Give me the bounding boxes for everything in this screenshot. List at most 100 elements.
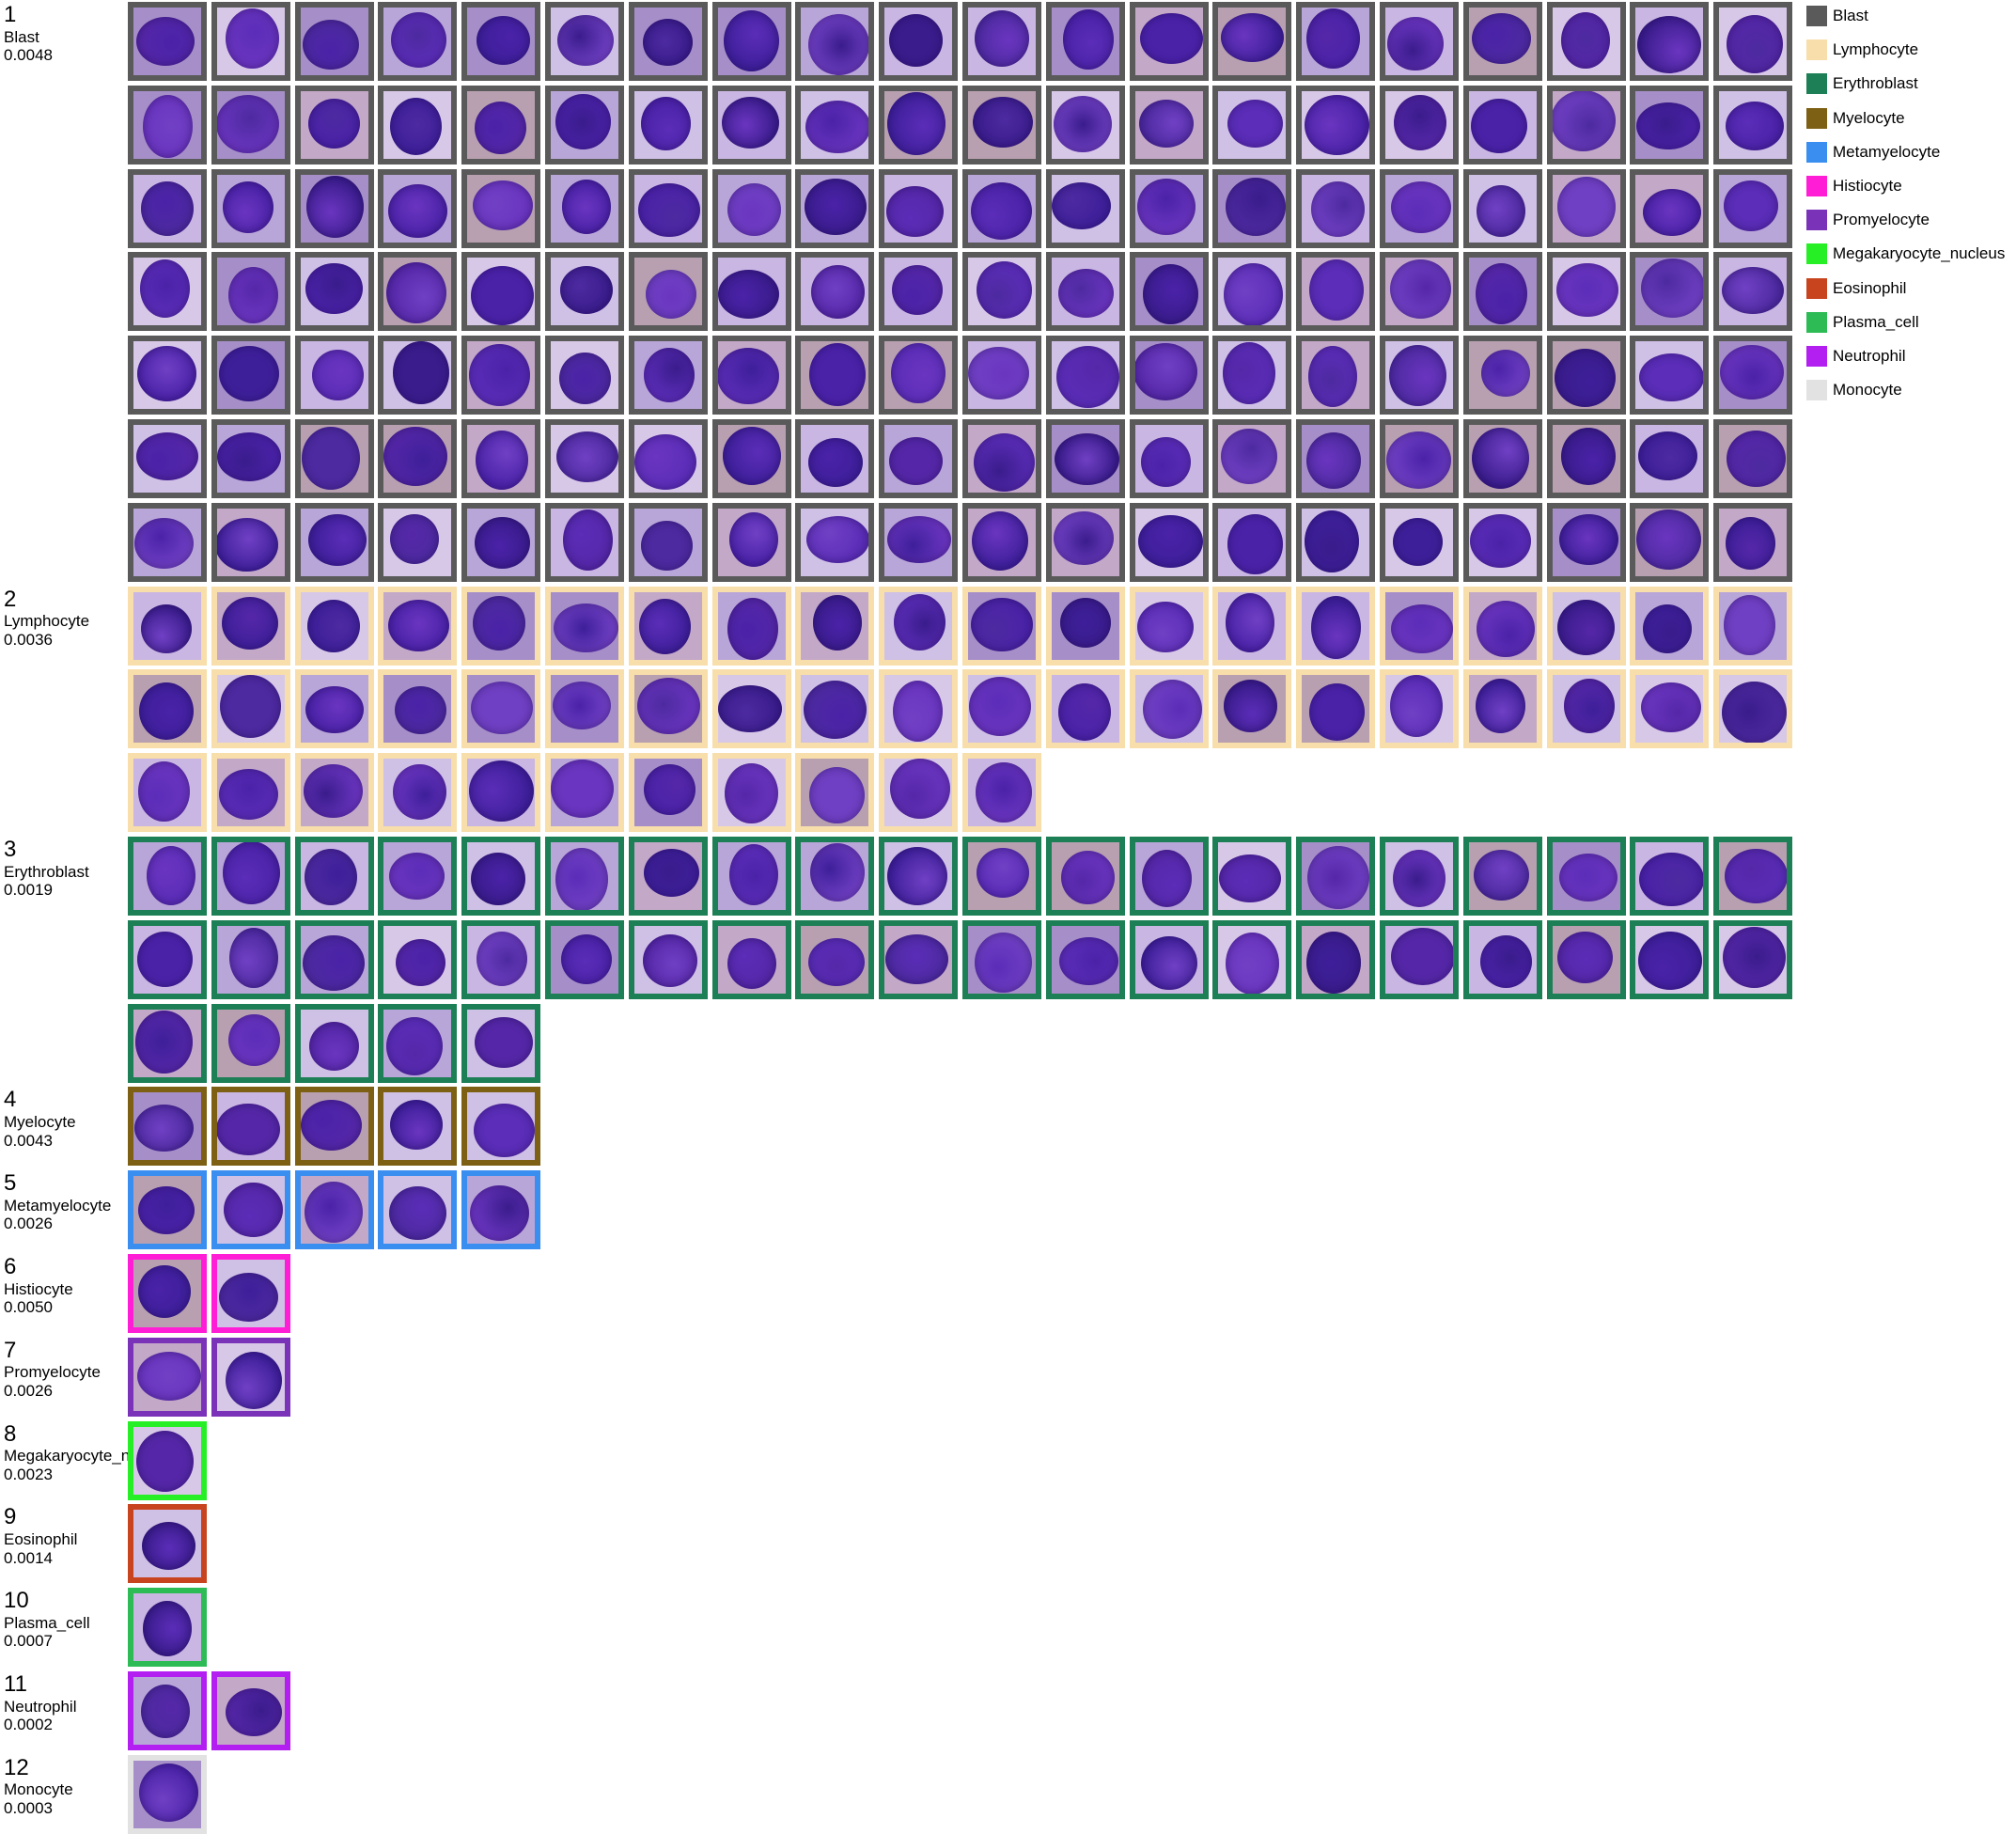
group-name: Monocyte	[4, 1780, 73, 1799]
cell-nucleus	[1134, 342, 1198, 400]
cell-nucleus	[1720, 344, 1785, 400]
cell-nucleus	[1725, 517, 1775, 571]
cell-thumbnail	[711, 252, 791, 332]
cell-thumbnail	[962, 336, 1041, 415]
cell-nucleus	[387, 600, 449, 652]
group-index: 5	[4, 1170, 17, 1197]
cell-image	[383, 341, 452, 410]
cell-image	[633, 508, 702, 576]
cell-image	[1468, 842, 1537, 910]
cell-nucleus	[972, 96, 1033, 148]
cell-nucleus	[134, 518, 195, 570]
cell-thumbnail	[545, 502, 624, 582]
cell-thumbnail	[211, 837, 290, 916]
cell-thumbnail	[128, 586, 207, 666]
cell-thumbnail	[378, 85, 458, 165]
cell-nucleus	[644, 348, 695, 403]
group-index: 4	[4, 1087, 17, 1113]
legend-label: Metamyelocyte	[1833, 142, 1941, 161]
cell-thumbnail	[211, 1170, 290, 1250]
cell-thumbnail	[128, 252, 207, 332]
cell-image	[133, 1009, 201, 1077]
cell-image	[1302, 174, 1370, 243]
cell-nucleus	[642, 19, 693, 67]
cell-image	[801, 425, 869, 493]
cell-image	[1051, 425, 1119, 493]
cell-image	[133, 1092, 201, 1161]
cell-image	[1051, 341, 1119, 410]
cell-thumbnail	[962, 669, 1041, 749]
group-name: Neutrophil	[4, 1697, 77, 1716]
cell-image	[1635, 925, 1704, 994]
cell-image	[1719, 675, 1788, 744]
cell-thumbnail	[879, 502, 959, 582]
cell-thumbnail	[1630, 336, 1710, 415]
cell-image	[216, 1342, 285, 1411]
cell-thumbnail	[378, 252, 458, 332]
cell-thumbnail	[294, 85, 374, 165]
cell-nucleus	[477, 931, 528, 986]
cell-image	[467, 341, 536, 410]
cell-thumbnail	[879, 252, 959, 332]
cell-image	[1385, 174, 1453, 243]
cell-thumbnail	[1462, 85, 1542, 165]
cell-thumbnail	[1129, 252, 1209, 332]
cell-thumbnail	[1045, 502, 1125, 582]
cell-thumbnail	[461, 669, 541, 749]
cell-nucleus	[1479, 935, 1532, 989]
cell-thumbnail	[1630, 252, 1710, 332]
cell-image	[1719, 90, 1788, 159]
cell-nucleus	[717, 348, 779, 405]
group-score: 0.0036	[4, 630, 53, 649]
cell-image	[467, 675, 536, 744]
cell-image	[551, 675, 618, 744]
legend-label: Monocyte	[1833, 381, 1902, 400]
cell-thumbnail	[294, 419, 374, 498]
cell-image	[467, 1176, 536, 1245]
cell-nucleus	[885, 186, 944, 238]
cell-image	[133, 508, 201, 576]
cell-image	[1134, 174, 1203, 243]
cell-nucleus	[311, 349, 364, 400]
cell-image	[801, 759, 869, 827]
cell-thumbnail	[294, 1003, 374, 1083]
cell-image	[1552, 341, 1620, 410]
cell-image	[1134, 341, 1203, 410]
cell-image	[1385, 258, 1453, 326]
cell-thumbnail	[962, 837, 1041, 916]
cell-nucleus	[555, 93, 612, 149]
cell-thumbnail	[879, 669, 959, 749]
cell-thumbnail	[962, 753, 1041, 833]
cell-thumbnail	[711, 586, 791, 666]
group-score: 0.0048	[4, 46, 53, 65]
cell-thumbnail	[711, 919, 791, 999]
cell-nucleus	[561, 934, 613, 985]
cell-image	[551, 8, 618, 75]
cell-image	[300, 591, 368, 660]
cell-thumbnail	[1129, 168, 1209, 248]
cell-thumbnail	[294, 502, 374, 582]
group-label: 6 Histiocyte 0.0050	[4, 1254, 73, 1317]
cell-thumbnail	[1546, 336, 1626, 415]
cell-image	[300, 508, 368, 576]
cell-nucleus	[890, 759, 951, 820]
cell-nucleus	[223, 842, 281, 904]
cell-thumbnail	[795, 252, 875, 332]
cell-thumbnail	[128, 1671, 207, 1750]
cell-nucleus	[727, 937, 777, 989]
cell-nucleus	[389, 98, 442, 156]
legend-item: Metamyelocyte	[1806, 138, 2005, 172]
cell-thumbnail	[1630, 85, 1710, 165]
cell-nucleus	[143, 1601, 193, 1657]
group-name: Plasma_cell	[4, 1613, 90, 1632]
cell-image	[1134, 591, 1203, 660]
cell-image	[633, 591, 702, 660]
cell-nucleus	[1470, 98, 1527, 153]
cell-image	[884, 925, 953, 994]
cell-image	[801, 925, 869, 994]
cell-thumbnail	[879, 753, 959, 833]
cell-thumbnail	[962, 168, 1041, 248]
cell-image	[383, 675, 452, 744]
cell-image	[1051, 258, 1119, 326]
cell-nucleus	[717, 684, 782, 732]
